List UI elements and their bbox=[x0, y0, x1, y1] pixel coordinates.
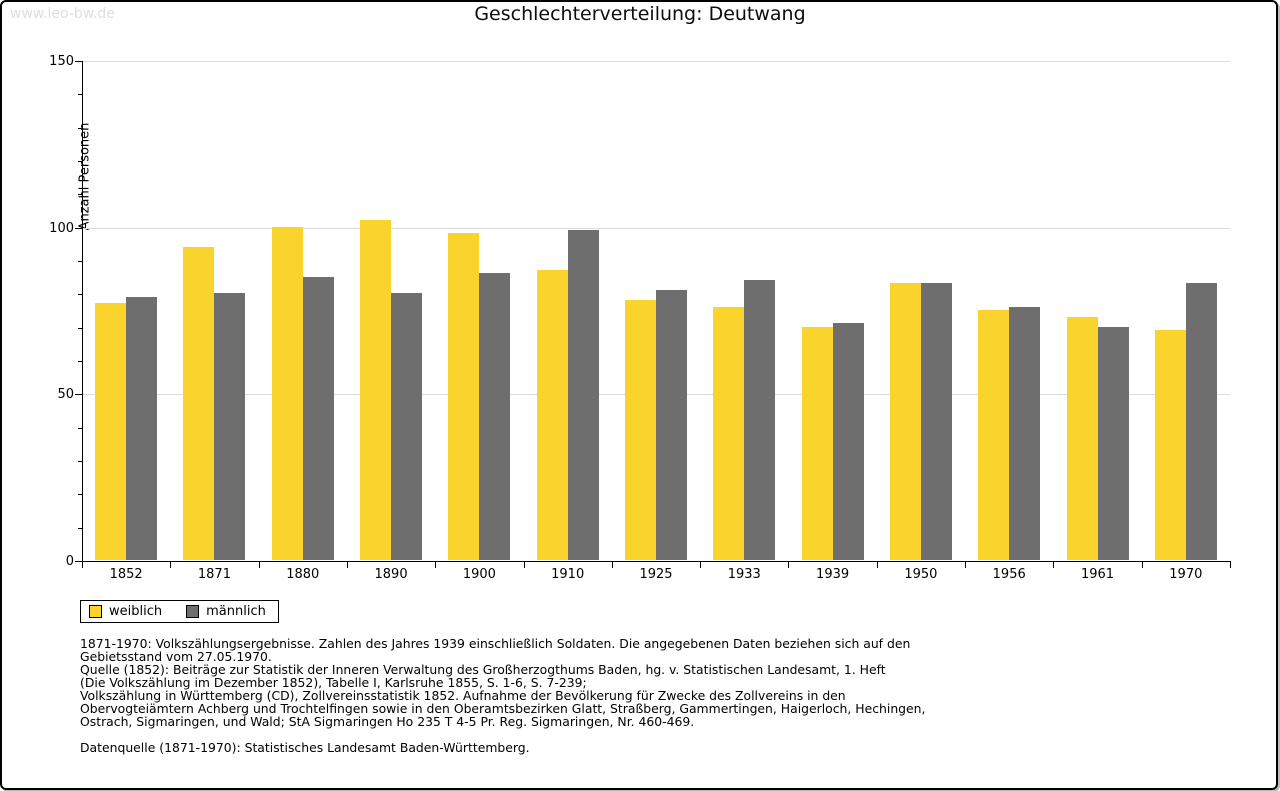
y-tick-label: 50 bbox=[57, 387, 74, 403]
y-tick-label: 150 bbox=[49, 54, 74, 69]
bar-weiblich-1925 bbox=[625, 300, 656, 560]
x-tick bbox=[347, 562, 348, 568]
bar-weiblich-1880 bbox=[271, 226, 303, 560]
footnote-line: 1871-1970: Volkszählungsergebnisse. Zahl… bbox=[80, 636, 911, 651]
y-minor-tick bbox=[78, 94, 82, 96]
watermark-text: www.leo-bw.de bbox=[10, 6, 115, 22]
x-tick-label: 1970 bbox=[1169, 567, 1203, 582]
bar-maennlich-1890 bbox=[391, 293, 423, 560]
legend-label-weiblich: weiblich bbox=[109, 604, 163, 619]
x-tick bbox=[1053, 562, 1054, 568]
footnote-line: Ostrach, Sigmaringen, und Wald; StA Sigm… bbox=[80, 714, 695, 729]
x-tick-label: 1880 bbox=[286, 567, 320, 582]
bar-maennlich-1950 bbox=[920, 283, 952, 560]
footnote-line: Obervogteiämtern Achberg und Trochtelfin… bbox=[80, 701, 926, 716]
datasource-line: Datenquelle (1871-1970): Statistisches L… bbox=[80, 740, 530, 755]
bar-maennlich-1925 bbox=[656, 290, 687, 560]
y-minor-tick bbox=[78, 194, 82, 196]
footnote-line: (Die Volkszählung im Dezember 1852), Tab… bbox=[80, 675, 587, 690]
bar-maennlich-1956 bbox=[1009, 306, 1041, 560]
x-tick bbox=[788, 562, 789, 568]
x-tick bbox=[1142, 562, 1143, 568]
bar-weiblich-1961 bbox=[1066, 316, 1098, 560]
y-axis-line bbox=[82, 61, 83, 561]
y-minor-tick bbox=[78, 161, 82, 162]
footnote-line: Gebietsstand vom 27.05.1970. bbox=[80, 649, 272, 664]
legend-label-maennlich: männlich bbox=[206, 604, 266, 619]
maennlich-swatch-icon bbox=[186, 605, 200, 618]
x-tick-label: 1852 bbox=[109, 567, 143, 582]
y-major-tick bbox=[75, 394, 82, 396]
bar-weiblich-1910 bbox=[536, 270, 568, 560]
bar-maennlich-1852 bbox=[126, 296, 158, 560]
y-minor-tick bbox=[78, 427, 82, 429]
weiblich-swatch-icon bbox=[89, 605, 102, 618]
chart-title: Geschlechterverteilung: Deutwang bbox=[474, 3, 806, 25]
x-tick-label: 1933 bbox=[727, 567, 761, 582]
bar-maennlich-1933 bbox=[744, 280, 776, 560]
y-axis-title: Anzahl Personen bbox=[77, 122, 93, 231]
x-tick bbox=[170, 562, 171, 568]
bar-weiblich-1900 bbox=[448, 233, 480, 560]
x-tick bbox=[1230, 562, 1231, 568]
x-tick-label: 1900 bbox=[462, 567, 496, 582]
y-minor-tick bbox=[78, 461, 82, 462]
x-tick bbox=[700, 562, 701, 568]
x-tick bbox=[82, 562, 83, 568]
bar-weiblich-1950 bbox=[889, 283, 921, 560]
bar-weiblich-1852 bbox=[95, 303, 127, 560]
bar-maennlich-1900 bbox=[479, 273, 511, 560]
x-tick bbox=[612, 562, 613, 568]
plot-area: Anzahl Personen 0 50 100 150 1852 1871 1880 18… bbox=[49, 55, 1231, 582]
x-tick-label: 1925 bbox=[639, 567, 673, 582]
y-minor-tick bbox=[78, 294, 82, 296]
y-major-tick bbox=[75, 561, 82, 562]
x-tick-label: 1939 bbox=[816, 567, 850, 582]
gridline bbox=[83, 61, 1230, 62]
y-minor-tick bbox=[78, 361, 82, 362]
x-tick-label: 1871 bbox=[197, 567, 231, 582]
bar-weiblich-1939 bbox=[801, 326, 833, 560]
x-tick-label: 1910 bbox=[551, 567, 585, 582]
x-tick bbox=[524, 562, 525, 568]
legend-item-weiblich: weiblich bbox=[89, 604, 162, 619]
bar-weiblich-1970 bbox=[1154, 330, 1186, 560]
x-tick-label: 1890 bbox=[374, 567, 408, 582]
y-minor-tick bbox=[78, 494, 82, 496]
chart-legend: weiblich männlich bbox=[80, 600, 279, 623]
y-minor-tick bbox=[78, 127, 82, 129]
x-tick bbox=[877, 562, 878, 568]
bar-maennlich-1910 bbox=[567, 230, 599, 560]
y-minor-tick bbox=[78, 261, 82, 262]
x-tick bbox=[435, 562, 436, 568]
bar-weiblich-1871 bbox=[183, 246, 215, 560]
footnote-block: 1871-1970: Volkszählungsergebnisse. Zahl… bbox=[80, 637, 1200, 728]
x-tick-label: 1950 bbox=[904, 567, 938, 582]
bar-maennlich-1939 bbox=[832, 323, 864, 560]
y-minor-tick bbox=[78, 527, 82, 529]
bar-maennlich-1970 bbox=[1185, 283, 1217, 560]
legend-item-maennlich: männlich bbox=[186, 604, 266, 619]
y-minor-tick bbox=[78, 327, 82, 329]
footnote-line: Volkszählung in Württemberg (CD), Zollve… bbox=[80, 688, 846, 703]
footnote-line: Quelle (1852): Beiträge zur Statistik de… bbox=[80, 662, 886, 677]
y-tick-label: 100 bbox=[49, 220, 74, 236]
x-tick bbox=[259, 562, 260, 568]
bar-maennlich-1871 bbox=[214, 293, 246, 560]
x-tick-label: 1961 bbox=[1080, 567, 1115, 582]
y-major-tick bbox=[75, 227, 82, 229]
y-tick-label: 0 bbox=[65, 554, 74, 569]
bar-maennlich-1880 bbox=[302, 276, 334, 560]
x-axis-line bbox=[82, 561, 1231, 562]
bar-weiblich-1890 bbox=[360, 220, 392, 560]
bar-weiblich-1933 bbox=[713, 306, 745, 560]
y-major-tick bbox=[75, 61, 82, 62]
x-tick-label: 1956 bbox=[992, 567, 1026, 582]
bar-maennlich-1961 bbox=[1097, 326, 1129, 560]
bar-weiblich-1956 bbox=[978, 310, 1010, 560]
gridline bbox=[83, 227, 1230, 229]
x-tick bbox=[965, 562, 966, 568]
